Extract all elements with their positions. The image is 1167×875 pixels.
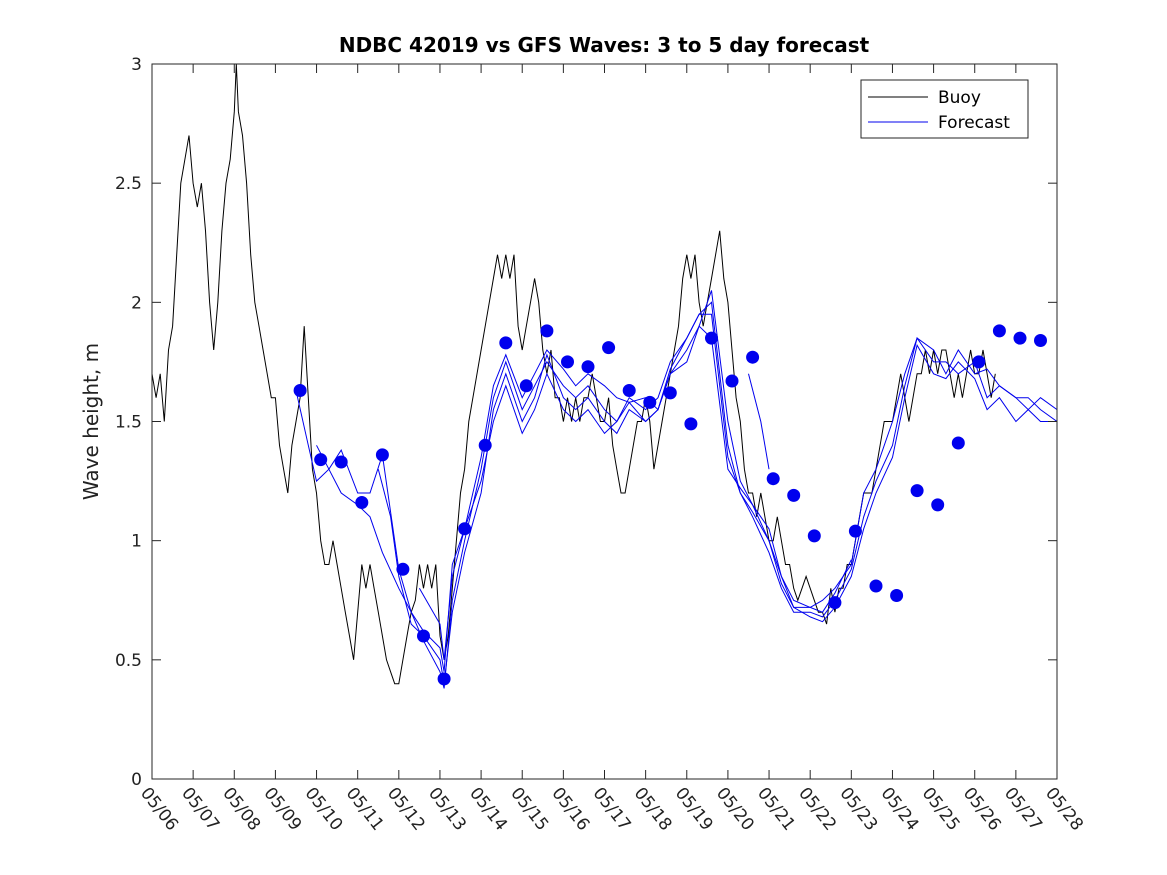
x-tick-label: 05/11 bbox=[342, 784, 388, 835]
forecast-marker bbox=[848, 524, 862, 538]
y-tick-label: 0.5 bbox=[115, 651, 142, 671]
forecast-marker bbox=[314, 453, 328, 467]
x-tick-label: 05/10 bbox=[301, 784, 347, 835]
forecast-marker bbox=[622, 384, 636, 397]
forecast-marker bbox=[519, 379, 533, 393]
y-tick-label: 0 bbox=[131, 770, 142, 790]
x-tick-label: 05/13 bbox=[424, 784, 470, 835]
forecast-series-line-2 bbox=[377, 290, 1057, 684]
x-tick-label: 05/17 bbox=[589, 784, 635, 835]
forecast-marker bbox=[684, 417, 698, 431]
forecast-marker bbox=[643, 395, 657, 409]
forecast-marker bbox=[1034, 334, 1047, 347]
forecast-marker bbox=[890, 589, 904, 602]
x-tick-label: 05/22 bbox=[794, 784, 840, 835]
forecast-marker bbox=[910, 484, 924, 498]
x-tick-label: 05/18 bbox=[630, 784, 676, 835]
forecast-marker bbox=[746, 350, 760, 364]
forecast-marker bbox=[334, 455, 348, 469]
y-tick-label: 1.5 bbox=[115, 413, 142, 433]
forecast-marker bbox=[293, 384, 307, 397]
legend-label-forecast: Forecast bbox=[938, 113, 1010, 133]
forecast-marker bbox=[499, 336, 513, 350]
forecast-marker bbox=[375, 448, 389, 462]
x-tick-label: 05/12 bbox=[383, 784, 429, 835]
legend-label-buoy: Buoy bbox=[938, 88, 981, 108]
forecast-marker bbox=[540, 324, 554, 338]
forecast-marker bbox=[355, 496, 369, 509]
y-tick-label: 2.5 bbox=[115, 174, 142, 194]
forecast-marker bbox=[663, 386, 677, 400]
x-tick-label: 05/20 bbox=[712, 784, 758, 835]
x-tick-label: 05/07 bbox=[177, 784, 223, 835]
forecast-series-line-1 bbox=[316, 301, 1057, 689]
series-layer bbox=[152, 64, 1057, 689]
forecast-marker bbox=[931, 498, 945, 512]
forecast-marker bbox=[437, 672, 451, 686]
forecast-marker bbox=[725, 374, 739, 388]
x-tick-label: 05/14 bbox=[465, 784, 511, 835]
x-tick-label: 05/23 bbox=[835, 784, 881, 835]
forecast-marker bbox=[705, 331, 718, 345]
y-tick-label: 3 bbox=[131, 55, 142, 75]
forecast-marker bbox=[602, 341, 616, 355]
forecast-marker bbox=[992, 324, 1006, 338]
forecast-marker bbox=[972, 355, 986, 369]
forecast-marker bbox=[417, 629, 430, 643]
x-tick-label: 05/24 bbox=[877, 784, 923, 835]
forecast-marker bbox=[458, 522, 472, 536]
legend: Buoy Forecast bbox=[860, 79, 1029, 139]
buoy-series-line bbox=[152, 64, 996, 685]
forecast-series-line-4 bbox=[748, 373, 770, 470]
forecast-marker bbox=[1013, 331, 1027, 345]
forecast-marker bbox=[951, 436, 965, 450]
x-tick-label: 05/27 bbox=[1000, 784, 1046, 835]
x-tick-label: 05/08 bbox=[218, 784, 264, 835]
forecast-series-line-3 bbox=[418, 313, 852, 660]
y-axis-label: Wave height, m bbox=[79, 343, 103, 500]
ticks-layer: 00.511.522.5305/0605/0705/0805/0905/1005… bbox=[115, 55, 1087, 835]
forecast-marker bbox=[396, 562, 410, 576]
forecast-marker bbox=[787, 488, 801, 502]
forecast-marker bbox=[828, 596, 842, 610]
x-tick-label: 05/19 bbox=[671, 784, 717, 835]
x-tick-label: 05/06 bbox=[136, 784, 182, 835]
x-tick-label: 05/25 bbox=[918, 784, 964, 835]
x-tick-label: 05/21 bbox=[753, 784, 799, 835]
forecast-marker bbox=[807, 529, 821, 543]
forecast-marker bbox=[561, 355, 574, 369]
y-tick-label: 1 bbox=[131, 532, 142, 552]
x-tick-label: 05/15 bbox=[506, 784, 552, 835]
forecast-marker bbox=[581, 360, 595, 374]
x-tick-label: 05/16 bbox=[547, 784, 593, 835]
forecast-marker bbox=[766, 472, 780, 486]
x-tick-label: 05/28 bbox=[1041, 784, 1087, 835]
legend-box bbox=[860, 79, 1029, 139]
chart-title: NDBC 42019 vs GFS Waves: 3 to 5 day fore… bbox=[339, 33, 870, 57]
x-tick-label: 05/09 bbox=[259, 784, 305, 835]
y-tick-label: 2 bbox=[131, 293, 142, 313]
forecast-marker bbox=[869, 579, 883, 593]
x-tick-label: 05/26 bbox=[959, 784, 1005, 835]
forecast-marker bbox=[478, 438, 492, 452]
